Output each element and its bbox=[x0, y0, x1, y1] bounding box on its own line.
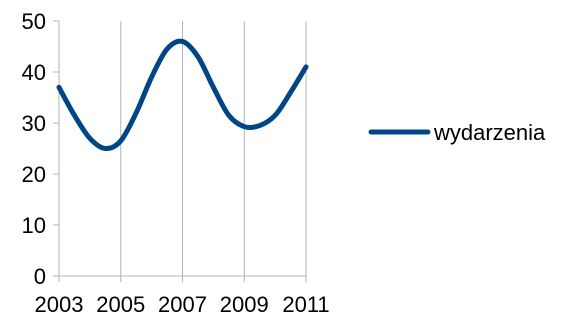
y-tick-label: 10 bbox=[22, 213, 46, 238]
y-tick-label: 0 bbox=[34, 264, 46, 289]
x-tick-label: 2007 bbox=[158, 292, 207, 317]
y-tick-label: 50 bbox=[22, 9, 46, 34]
y-tick-label: 30 bbox=[22, 111, 46, 136]
x-tick-label: 2003 bbox=[35, 292, 84, 317]
y-tick-label: 40 bbox=[22, 60, 46, 85]
series-layer bbox=[56, 38, 309, 152]
x-tick-label: 2009 bbox=[220, 292, 269, 317]
y-tick-label: 20 bbox=[22, 162, 46, 187]
legend-label: wydarzenia bbox=[433, 120, 546, 145]
legend: wydarzenia bbox=[368, 120, 546, 145]
x-tick-label: 2011 bbox=[282, 292, 329, 317]
axis-layer: 0 10 20 30 40 50 2003 2005 2007 2009 2011 bbox=[22, 9, 330, 317]
x-tick-label: 2005 bbox=[96, 292, 145, 317]
grid-layer bbox=[58, 21, 307, 276]
series-line-wydarzenia bbox=[56, 38, 309, 152]
